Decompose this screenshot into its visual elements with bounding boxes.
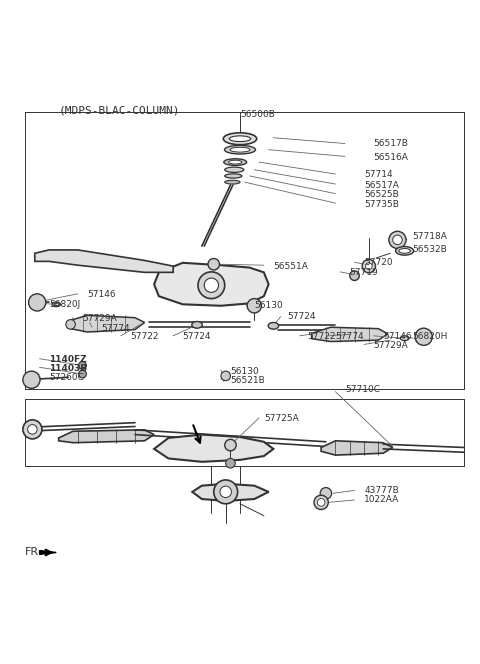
Text: 57724: 57724: [288, 312, 316, 321]
Circle shape: [79, 370, 86, 378]
Text: 1022AA: 1022AA: [364, 495, 399, 505]
Circle shape: [198, 272, 225, 299]
Text: 56500B: 56500B: [240, 110, 275, 120]
Text: 57774: 57774: [102, 323, 130, 333]
Text: 57729A: 57729A: [83, 314, 117, 323]
Text: 56525B: 56525B: [364, 190, 399, 199]
Circle shape: [365, 263, 372, 270]
Text: FR.: FR.: [25, 546, 43, 556]
Text: 57729A: 57729A: [373, 341, 408, 350]
Text: 57146: 57146: [383, 332, 412, 341]
Ellipse shape: [225, 174, 242, 178]
Ellipse shape: [224, 159, 247, 165]
Text: 56517A: 56517A: [364, 181, 399, 189]
Ellipse shape: [225, 167, 244, 173]
Circle shape: [362, 260, 375, 273]
Circle shape: [29, 294, 46, 311]
Ellipse shape: [400, 336, 409, 341]
Polygon shape: [68, 315, 144, 332]
Text: 56820H: 56820H: [412, 332, 447, 341]
Circle shape: [208, 258, 219, 270]
Text: 57718A: 57718A: [412, 232, 447, 241]
Text: 57722: 57722: [307, 332, 336, 341]
Polygon shape: [312, 327, 388, 341]
Text: 56130: 56130: [254, 301, 283, 310]
Text: 57774: 57774: [336, 332, 364, 341]
Ellipse shape: [225, 180, 240, 184]
Polygon shape: [154, 435, 274, 461]
Circle shape: [226, 458, 235, 468]
Text: 57725A: 57725A: [264, 414, 299, 424]
Ellipse shape: [225, 145, 255, 154]
Circle shape: [79, 362, 86, 369]
Ellipse shape: [399, 248, 410, 253]
Text: 56517B: 56517B: [373, 139, 408, 148]
Circle shape: [320, 487, 332, 499]
Polygon shape: [321, 441, 393, 455]
Circle shape: [225, 440, 236, 451]
Circle shape: [247, 299, 262, 313]
Circle shape: [28, 424, 37, 434]
Text: 57720: 57720: [364, 258, 393, 268]
Polygon shape: [59, 430, 154, 443]
Polygon shape: [192, 484, 269, 501]
Circle shape: [350, 271, 360, 280]
Text: 11403B: 11403B: [49, 364, 87, 373]
Ellipse shape: [268, 323, 279, 329]
Ellipse shape: [52, 302, 60, 307]
Text: 56130: 56130: [230, 367, 259, 376]
Text: 57724: 57724: [183, 332, 211, 341]
Circle shape: [221, 371, 230, 380]
Text: 57735B: 57735B: [364, 200, 399, 208]
Polygon shape: [35, 250, 173, 272]
Polygon shape: [154, 263, 269, 305]
Text: 57710C: 57710C: [345, 384, 380, 394]
Circle shape: [314, 495, 328, 509]
Ellipse shape: [229, 136, 251, 141]
Ellipse shape: [396, 246, 414, 255]
Circle shape: [23, 371, 40, 388]
Polygon shape: [39, 550, 56, 554]
Text: 57260C: 57260C: [49, 373, 84, 382]
Text: 56516A: 56516A: [373, 153, 408, 162]
Circle shape: [204, 278, 218, 292]
Circle shape: [23, 420, 42, 439]
Text: 57146: 57146: [87, 290, 116, 299]
Circle shape: [393, 235, 402, 244]
Ellipse shape: [192, 321, 202, 328]
Circle shape: [317, 499, 325, 506]
Ellipse shape: [230, 147, 250, 152]
Text: 43777B: 43777B: [364, 486, 399, 495]
Text: 56820J: 56820J: [49, 300, 80, 309]
Text: (MDPS-BLAC-COLUMN): (MDPS-BLAC-COLUMN): [59, 106, 180, 116]
Text: 57719: 57719: [350, 268, 379, 277]
Circle shape: [389, 231, 406, 248]
Text: 56551A: 56551A: [274, 262, 308, 271]
Circle shape: [66, 319, 75, 329]
Ellipse shape: [54, 303, 59, 305]
Text: 56521B: 56521B: [230, 376, 265, 385]
Circle shape: [214, 480, 238, 504]
Circle shape: [415, 328, 432, 345]
Text: 56532B: 56532B: [412, 246, 446, 254]
Text: 57722: 57722: [130, 332, 159, 341]
Ellipse shape: [228, 160, 242, 164]
Ellipse shape: [223, 133, 257, 145]
Circle shape: [220, 486, 231, 497]
Text: 1140FZ: 1140FZ: [49, 355, 87, 364]
Text: 57714: 57714: [364, 170, 393, 179]
